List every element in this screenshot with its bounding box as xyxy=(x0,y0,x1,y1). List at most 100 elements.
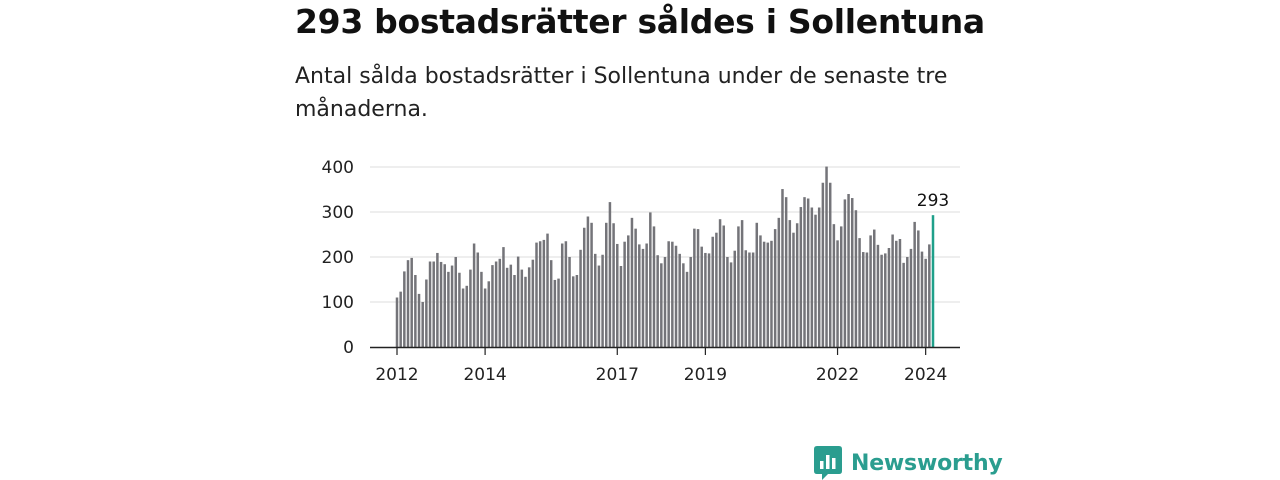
bar xyxy=(531,259,535,347)
bar xyxy=(696,229,700,347)
x-tick-label: 2022 xyxy=(816,365,859,385)
bar xyxy=(491,265,494,347)
gridlines xyxy=(370,166,960,303)
bar xyxy=(410,257,413,347)
bar xyxy=(461,288,465,347)
bars xyxy=(395,166,935,347)
bar xyxy=(906,257,909,347)
bar xyxy=(605,222,608,347)
bar xyxy=(924,258,927,347)
bar xyxy=(682,263,685,347)
bar xyxy=(645,243,648,347)
bar xyxy=(619,266,623,347)
bar xyxy=(777,217,781,347)
bar xyxy=(623,241,626,347)
bar xyxy=(513,275,516,347)
bar xyxy=(748,252,751,347)
bar xyxy=(854,210,858,347)
bar xyxy=(862,252,865,347)
bar xyxy=(707,253,711,347)
bar xyxy=(836,240,839,347)
bar xyxy=(421,302,424,347)
bar xyxy=(436,252,439,347)
bar xyxy=(858,238,861,347)
bar xyxy=(535,242,538,347)
bar xyxy=(751,252,755,347)
bar xyxy=(784,197,788,347)
bar xyxy=(406,260,410,347)
bar xyxy=(744,250,748,347)
bar xyxy=(884,253,887,347)
bar xyxy=(913,221,916,347)
y-tick-label: 300 xyxy=(322,203,354,223)
bar xyxy=(472,243,476,347)
bar xyxy=(494,261,498,347)
bar xyxy=(700,246,703,347)
x-tick-label: 2014 xyxy=(463,365,506,385)
bar xyxy=(403,271,406,347)
bar xyxy=(795,223,799,347)
bar xyxy=(443,264,446,347)
bar xyxy=(498,258,502,347)
bar xyxy=(428,261,432,347)
bar xyxy=(810,207,814,347)
bar xyxy=(898,239,902,347)
bar xyxy=(557,278,560,347)
x-tick-label: 2017 xyxy=(596,365,639,385)
bar xyxy=(880,254,883,347)
bar xyxy=(652,226,656,347)
brand-name: Newsworthy xyxy=(851,450,1003,476)
bar xyxy=(814,214,817,347)
bar xyxy=(887,248,891,347)
bar xyxy=(825,166,828,347)
y-tick-label: 100 xyxy=(322,293,354,313)
bar xyxy=(895,240,898,347)
bar xyxy=(660,263,663,347)
bar xyxy=(733,250,737,347)
bar xyxy=(564,241,568,347)
y-tick-label: 200 xyxy=(322,248,354,268)
bar xyxy=(902,262,905,347)
bar xyxy=(465,285,469,347)
bar xyxy=(395,297,399,347)
bar xyxy=(722,225,725,347)
bar xyxy=(839,226,843,347)
bar xyxy=(425,279,428,347)
bar xyxy=(590,222,593,347)
bar xyxy=(538,241,542,347)
y-tick-label: 400 xyxy=(322,158,354,178)
bar xyxy=(454,257,457,347)
bar xyxy=(579,249,582,347)
bar xyxy=(828,182,832,347)
bar xyxy=(689,257,692,347)
bar xyxy=(417,293,421,347)
bar xyxy=(439,261,443,347)
chart-title: 293 bostadsrätter såldes i Sollentuna xyxy=(295,2,985,41)
bar xyxy=(674,245,678,347)
bar xyxy=(414,275,417,347)
bar xyxy=(542,239,546,347)
bar xyxy=(586,216,590,347)
bar xyxy=(917,230,920,347)
bar xyxy=(568,257,571,347)
bar xyxy=(612,223,615,347)
bar xyxy=(850,198,854,347)
bar xyxy=(483,288,487,347)
bar xyxy=(770,240,773,347)
bar-chart-speech-bubble-icon xyxy=(814,446,842,480)
bar xyxy=(458,272,461,347)
bar xyxy=(891,234,894,347)
bar xyxy=(575,275,579,347)
bar xyxy=(594,253,597,347)
bar xyxy=(759,235,762,347)
bar xyxy=(685,271,689,347)
bar xyxy=(869,235,872,347)
bar xyxy=(773,229,777,347)
bar xyxy=(788,220,792,347)
bar xyxy=(601,254,604,347)
bar xyxy=(693,228,696,347)
bar xyxy=(549,260,553,347)
bar xyxy=(509,264,513,347)
x-tick-label: 2019 xyxy=(684,365,727,385)
bar xyxy=(817,207,821,347)
